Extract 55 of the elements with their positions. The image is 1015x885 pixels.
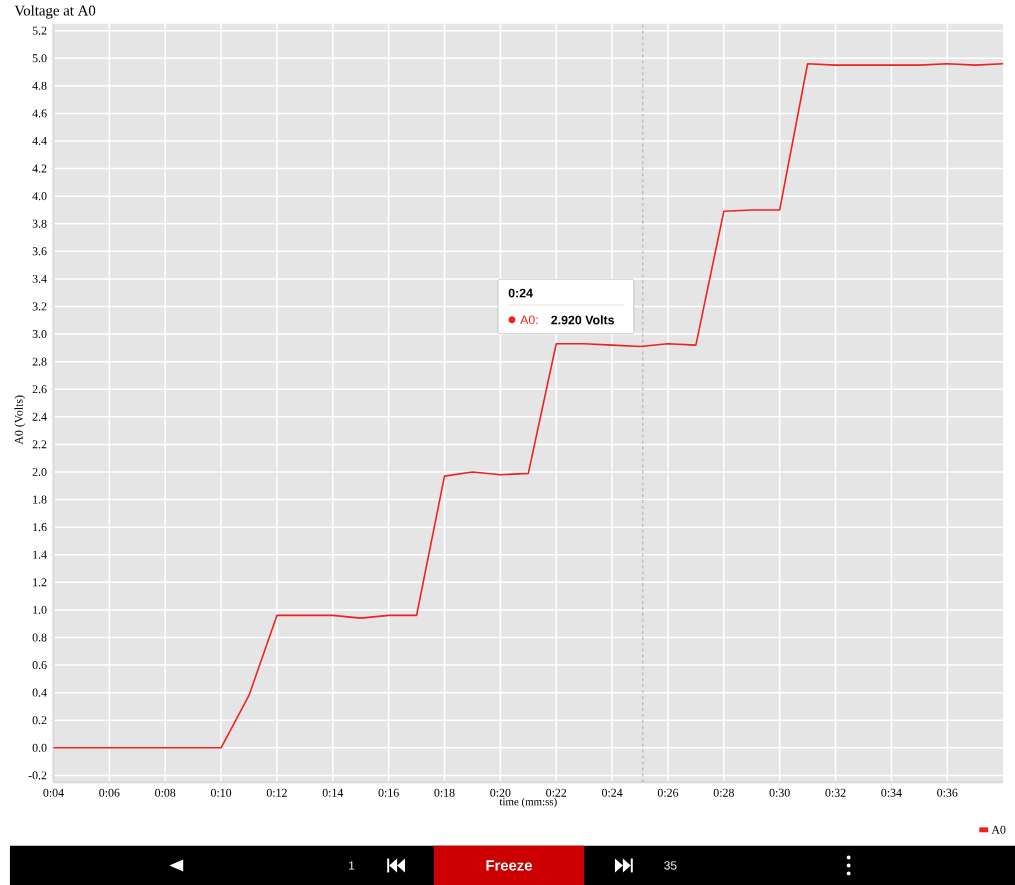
y-tick-label: 1.6 [33,522,47,532]
y-tick-label: 5.2 [32,26,47,35]
y-tick-label: 0.6 [32,660,47,669]
x-axis-title: time (mm:ss) [499,797,557,808]
x-tick-label: 0:08 [155,788,176,797]
text: 35 [664,861,677,870]
y-tick-label: 3.6 [32,247,47,256]
x-tick-label: 0:28 [713,788,734,797]
y-tick-label: 2.4 [32,412,47,421]
y-tick-label: 0.2 [32,716,47,725]
x-tick-label: 0:32 [825,788,846,797]
annotation: 2.920 Volts [551,315,615,325]
x-tick-label: 0:04 [43,788,64,797]
x-tick-label: 0:30 [769,788,790,797]
y-tick-label: 4.4 [32,136,47,145]
y-tick-label: 4.2 [32,164,47,173]
x-tick-label: 0:10 [210,788,232,797]
text: 1 [349,861,355,870]
x-tick-label: 0:36 [937,788,958,797]
y-tick-label: 4.6 [32,109,47,118]
y-tick-label: 0.0 [32,743,47,752]
x-tick-label: 0:16 [378,788,399,797]
y-tick-label: 1.0 [33,605,47,614]
y-axis-title: A0 (Volts) [14,395,26,445]
y-tick-label: 2.2 [32,440,47,449]
text: Freeze [486,860,533,871]
y-tick-label: 5.0 [32,54,47,63]
chart-title: Voltage at A0 [14,5,96,19]
y-tick-label: 1.4 [33,550,47,559]
y-tick-label: 0.4 [32,688,47,697]
y-tick-label: 0.8 [32,633,47,642]
y-tick-label: 4.8 [32,81,47,90]
x-tick-label: 0:34 [881,788,902,797]
y-tick-label: 2.8 [32,357,47,366]
y-tick-label: 3.4 [32,274,47,283]
y-tick-label: 1.8 [33,495,47,504]
y-tick-label: 2.0 [32,467,47,476]
y-tick-label: 4.0 [32,191,47,201]
x-tick-label: 0:14 [322,788,344,797]
legend-label: A0 [991,825,1006,834]
y-tick-label: 3.8 [32,219,47,228]
x-tick-label: 0:22 [546,788,567,797]
y-tick-label: 1.2 [33,578,47,587]
x-tick-label: 0:12 [266,788,287,797]
x-tick-label: 0:20 [490,788,511,797]
y-tick-label: 2.6 [32,385,47,394]
x-tick-label: 0:26 [657,788,679,797]
annotation: 0:24 [508,288,533,298]
x-tick-label: 0:18 [434,788,455,797]
annotation: A0: [520,315,538,325]
x-tick-label: 0:24 [601,788,623,797]
y-tick-label: 3.0 [32,329,47,338]
y-tick-label: -0.2 [28,771,47,780]
x-tick-label: 0:06 [99,788,120,797]
y-tick-label: 3.2 [32,302,47,311]
